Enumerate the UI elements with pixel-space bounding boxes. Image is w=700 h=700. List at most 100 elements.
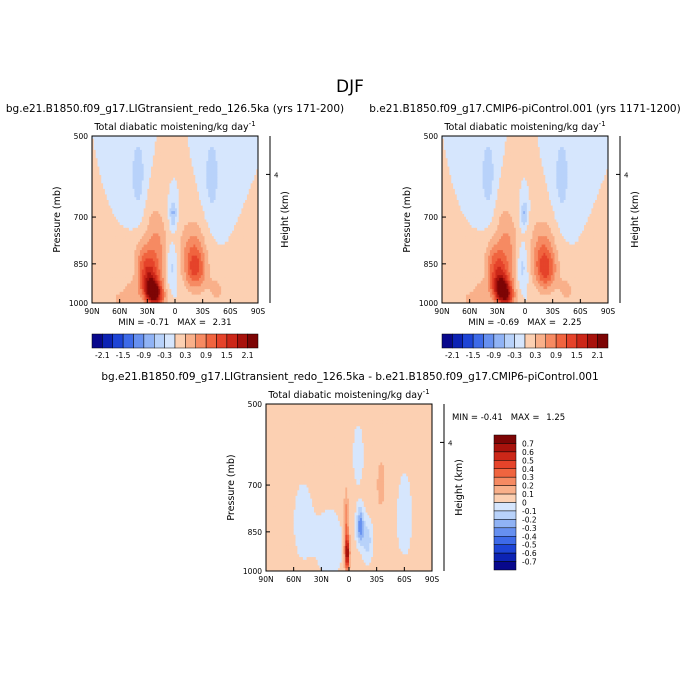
heatmap-cell xyxy=(219,188,222,193)
heatmap-cell xyxy=(163,149,167,154)
heatmap-cell xyxy=(112,144,115,148)
heatmap-cell xyxy=(112,172,115,176)
heatmap-cell xyxy=(112,177,115,181)
heatmap-cell xyxy=(112,180,115,184)
heatmap-cell xyxy=(136,136,139,140)
heatmap-cell xyxy=(112,183,115,187)
heatmap-cell xyxy=(147,163,150,168)
heatmap-cell xyxy=(217,161,220,165)
heatmap-cell xyxy=(228,149,231,154)
heatmap-cell xyxy=(134,147,137,151)
heatmap-cell xyxy=(97,186,100,190)
heatmap-cell xyxy=(176,169,180,173)
heatmap-cell xyxy=(176,161,180,165)
heatmap-cell xyxy=(243,141,246,145)
heatmap-cell xyxy=(171,138,174,142)
heatmap-cell xyxy=(114,161,117,165)
heatmap-cell xyxy=(152,172,156,176)
heatmap-cell xyxy=(139,161,143,165)
heatmap-cell xyxy=(204,155,207,159)
heatmap-cell xyxy=(141,152,145,156)
heatmap-cell xyxy=(239,161,242,165)
heatmap-cell xyxy=(173,166,176,170)
heatmap-cell xyxy=(245,186,248,190)
heatmap-cell xyxy=(182,158,185,162)
heatmap-cell xyxy=(239,144,242,148)
heatmap-cell xyxy=(92,194,95,198)
heatmap-cell xyxy=(99,177,102,181)
heatmap-cell xyxy=(241,166,244,170)
heatmap-cell xyxy=(184,149,187,154)
heatmap-cell xyxy=(254,186,257,190)
heatmap-cell xyxy=(197,169,200,173)
heatmap-cell xyxy=(235,149,239,154)
heatmap-cell xyxy=(154,163,157,168)
heatmap-cell xyxy=(169,166,172,170)
heatmap-cell xyxy=(250,172,253,176)
heatmap-cell xyxy=(246,166,250,170)
heatmap-cell xyxy=(128,169,132,173)
heatmap-cell xyxy=(187,138,191,142)
heatmap-cell xyxy=(206,161,209,165)
heatmap-cell xyxy=(246,191,250,195)
heatmap-cell xyxy=(245,136,248,140)
heatmap-cell xyxy=(210,166,213,170)
heatmap-cell xyxy=(173,186,176,190)
heatmap-cell xyxy=(234,180,237,184)
heatmap-cell xyxy=(163,174,167,179)
heatmap-cell xyxy=(191,183,194,187)
heatmap-cell xyxy=(147,147,150,151)
heatmap-cell xyxy=(121,163,124,168)
heatmap-cell xyxy=(221,149,224,154)
heatmap-cell xyxy=(211,169,215,173)
heatmap-cell xyxy=(145,191,148,195)
heatmap-cell xyxy=(243,186,246,190)
heatmap-cell xyxy=(206,138,209,142)
heatmap-cell xyxy=(162,161,165,165)
heatmap-cell xyxy=(186,163,189,168)
heatmap-cell xyxy=(95,147,98,151)
heatmap-cell xyxy=(151,183,154,187)
heatmap-cell xyxy=(254,138,257,142)
heatmap-cell xyxy=(222,188,226,193)
heatmap-cell xyxy=(138,177,141,181)
heatmap-cell xyxy=(132,141,135,145)
heatmap-cell xyxy=(256,191,259,195)
heatmap-cell xyxy=(237,149,240,154)
heatmap-cell xyxy=(158,191,161,195)
heatmap-cell xyxy=(127,174,130,179)
heatmap-cell xyxy=(250,166,253,170)
heatmap-cell xyxy=(99,166,102,170)
heatmap-cell xyxy=(125,144,128,148)
heatmap-cell xyxy=(158,180,161,184)
heatmap-cell xyxy=(186,138,189,142)
heatmap-cell xyxy=(121,155,124,159)
heatmap-cell xyxy=(143,138,146,142)
heatmap-cell xyxy=(248,158,252,162)
heatmap-cell xyxy=(245,152,248,156)
heatmap-cell xyxy=(104,166,108,170)
heatmap-cell xyxy=(160,183,163,187)
heatmap-cell xyxy=(221,172,224,176)
heatmap-cell xyxy=(154,138,157,142)
heatmap-cell xyxy=(254,191,257,195)
heatmap-cell xyxy=(191,166,194,170)
heatmap-cell xyxy=(167,191,170,195)
heatmap-cell xyxy=(246,158,250,162)
heatmap-cell xyxy=(182,177,185,181)
heatmap-cell xyxy=(248,155,252,159)
heatmap-cell xyxy=(232,174,235,179)
heatmap-cell xyxy=(237,172,240,176)
heatmap-cell xyxy=(200,183,204,187)
heatmap-cell xyxy=(180,161,183,165)
heatmap-cell xyxy=(92,174,95,179)
heatmap-cell xyxy=(165,149,169,154)
heatmap-cell xyxy=(114,163,117,168)
heatmap-cell xyxy=(130,161,133,165)
heatmap-cell xyxy=(226,186,229,190)
heatmap-cell xyxy=(160,177,163,181)
heatmap-cell xyxy=(246,177,250,181)
heatmap-cell xyxy=(210,152,213,156)
heatmap-cell xyxy=(92,144,95,148)
